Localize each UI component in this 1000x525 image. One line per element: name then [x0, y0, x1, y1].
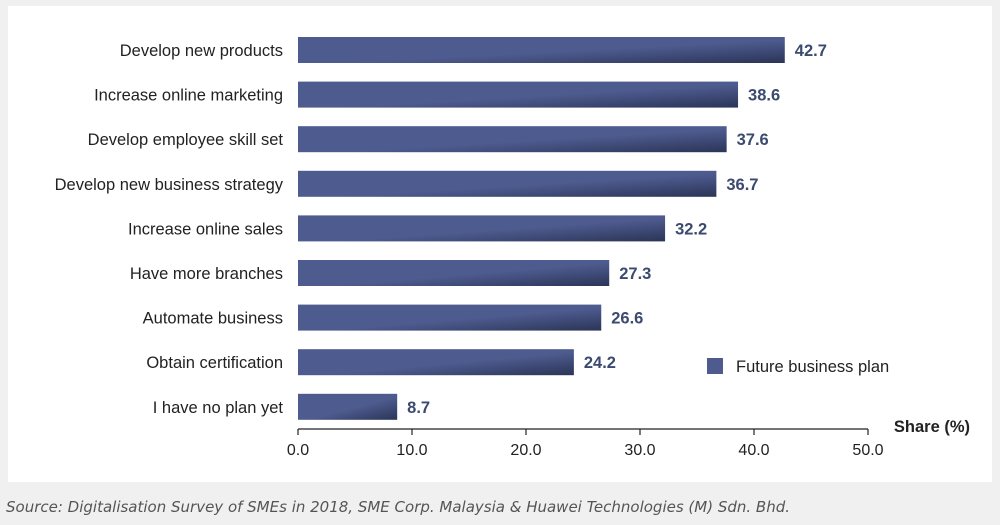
category-label: I have no plan yet [153, 399, 284, 417]
value-label: 32.2 [675, 220, 707, 238]
bar [298, 260, 610, 286]
x-tick-label: 50.0 [852, 442, 883, 459]
chart-panel: Develop new products 42.7 Increase online … [8, 6, 992, 482]
category-label: Increase online sales [128, 220, 283, 238]
bar [298, 215, 666, 242]
category-label: Have more branches [130, 265, 283, 283]
value-label: 24.2 [584, 354, 616, 372]
bar [298, 37, 785, 63]
category-label: Develop new business strategy [55, 176, 284, 194]
legend: Future business plan [707, 358, 889, 376]
bar [298, 170, 717, 197]
value-label: 26.6 [611, 310, 643, 328]
value-label: 27.3 [619, 265, 651, 283]
category-label: Develop employee skill set [88, 131, 284, 149]
bar [298, 81, 739, 108]
value-label: 36.7 [726, 176, 758, 194]
x-axis-title: Share (%) [894, 418, 970, 436]
value-label: 38.6 [748, 87, 780, 105]
value-label: 8.7 [407, 399, 430, 417]
bar-chart: Develop new products 42.7 Increase online … [55, 37, 970, 459]
category-label: Develop new products [120, 42, 283, 60]
bar [298, 304, 602, 331]
x-tick-label: 10.0 [396, 442, 427, 459]
legend-label: Future business plan [736, 358, 889, 376]
category-label: Automate business [143, 310, 283, 328]
x-tick-label: 30.0 [624, 442, 655, 459]
x-axis: Share (%) 0.0 10.0 20.0 30.0 40.0 50.0 [287, 418, 970, 459]
bar [298, 126, 727, 153]
bars-layer: Develop new products 42.7 Increase online … [55, 37, 827, 420]
bar [298, 349, 574, 376]
legend-swatch [707, 358, 723, 374]
x-tick-label: 20.0 [510, 442, 541, 459]
value-label: 42.7 [795, 42, 827, 60]
category-label: Increase online marketing [94, 87, 283, 105]
x-tick-label: 40.0 [738, 442, 769, 459]
category-label: Obtain certification [146, 354, 283, 372]
x-tick-label: 0.0 [287, 442, 309, 459]
bar [298, 393, 398, 420]
value-label: 37.6 [737, 131, 769, 149]
source-note: Source: Digitalisation Survey of SMEs in… [6, 498, 791, 516]
